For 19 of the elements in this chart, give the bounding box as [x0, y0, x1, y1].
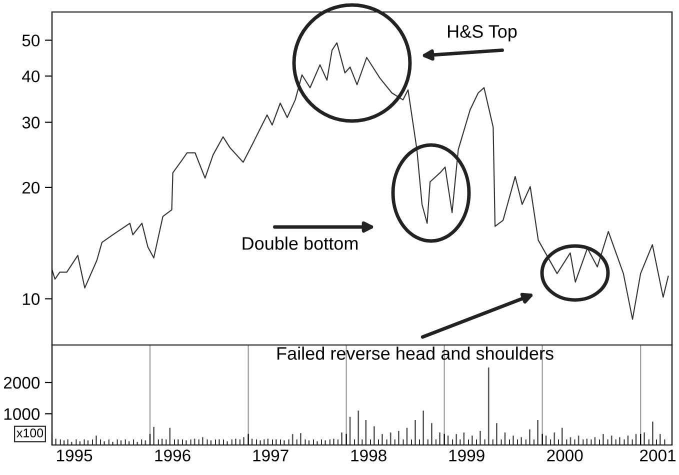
- x-tick-label: 2001: [640, 450, 676, 462]
- annotation: H&S Top: [448, 25, 517, 42]
- x-tick-label: 1998: [351, 450, 386, 462]
- x-tick-label: 1996: [155, 450, 190, 462]
- annotation: Failed reverse head and shoulders: [277, 346, 554, 360]
- x-tick-label: 1995: [57, 450, 92, 462]
- x-tick-label: 2000: [547, 450, 583, 462]
- x-tick-label: 1997: [253, 450, 288, 462]
- text: x100: [16, 428, 44, 438]
- y-tick-label: 20: [22, 182, 40, 194]
- y-tick-label: 10: [22, 293, 40, 305]
- y-tick-label: 2000: [4, 376, 40, 389]
- y-tick-label: 1000: [4, 408, 40, 420]
- line-series: [52, 42, 669, 320]
- y-tick-label: 50: [22, 34, 40, 46]
- annotation: Double bottom: [242, 236, 358, 250]
- x-tick-label: 1999: [449, 450, 484, 462]
- y-tick-label: 30: [22, 116, 40, 128]
- y-tick-label: 40: [22, 70, 40, 82]
